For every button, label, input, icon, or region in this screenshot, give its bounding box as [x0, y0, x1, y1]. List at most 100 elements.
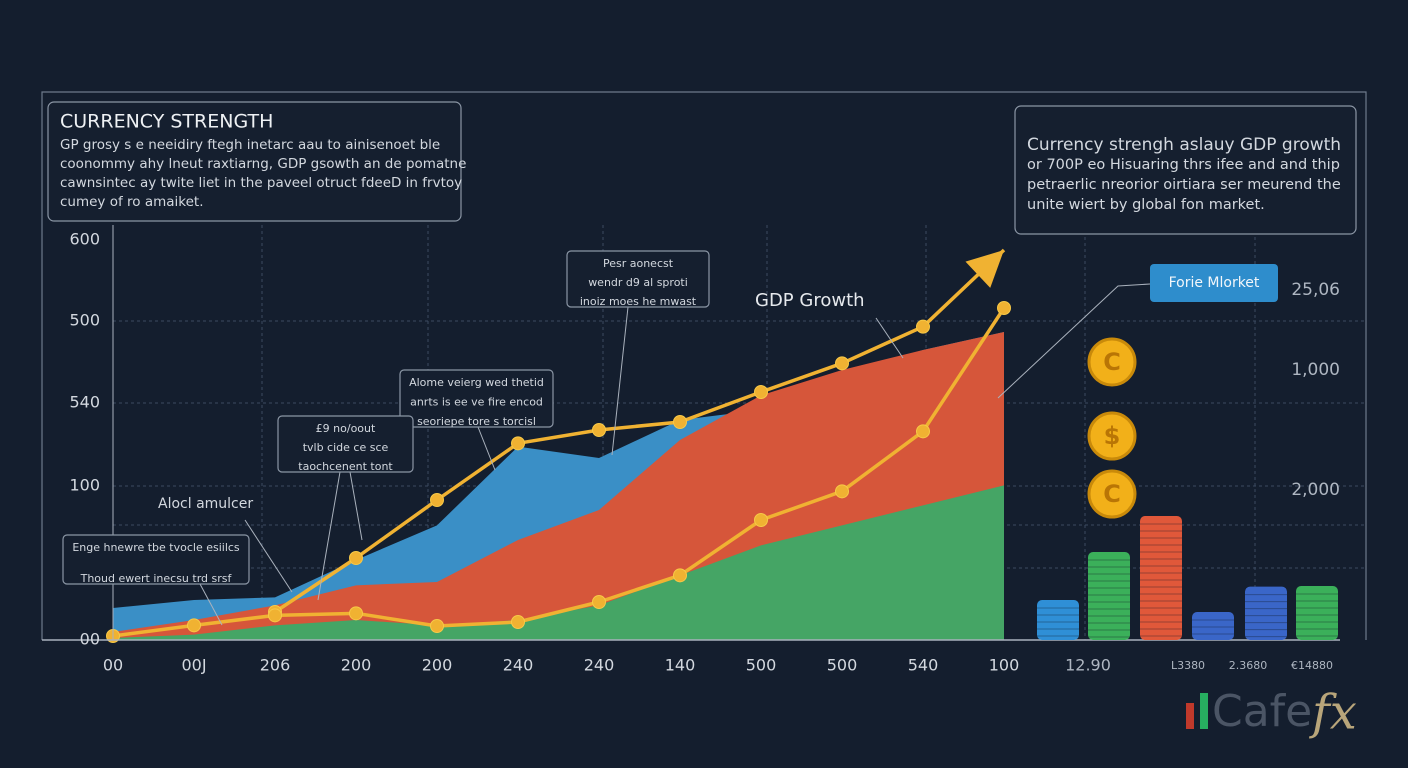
info-line: petraerlic nreorior oirtiara ser meurend… — [1027, 177, 1341, 193]
logo-fx: fx — [1309, 685, 1357, 741]
x-tick-label: 100 — [989, 656, 1020, 675]
bottom-right-label: L3380 — [1171, 659, 1205, 672]
bottom-right-label: €14880 — [1291, 659, 1333, 672]
point — [916, 319, 930, 334]
stacks — [1037, 516, 1338, 640]
callout-line: Alome veierg wed thetid — [409, 376, 544, 389]
info-line: unite wiert by global fon market. — [1027, 197, 1265, 213]
callout-box — [399, 369, 554, 428]
point — [187, 618, 201, 633]
y-tick-label: 100 — [69, 476, 100, 495]
bottom-right-label: 12.90 — [1065, 656, 1111, 675]
leader — [875, 317, 904, 359]
coin-symbol: C — [1103, 480, 1121, 508]
x-tick-label: 240 — [584, 656, 615, 675]
coin-symbol: C — [1103, 348, 1121, 376]
forex-tag — [1150, 264, 1278, 302]
coin — [1087, 411, 1137, 461]
callout-box — [62, 534, 250, 585]
area — [113, 485, 1004, 640]
point — [673, 415, 687, 429]
callout-box — [277, 415, 414, 473]
point — [592, 595, 606, 609]
callout-line: £9 no/oout — [316, 422, 376, 435]
stack — [1140, 516, 1182, 640]
right-label: 1,000 — [1291, 360, 1340, 380]
x-tick-label: 240 — [503, 656, 534, 675]
leader — [199, 583, 223, 626]
callout-line: inoiz moes he mwast — [580, 295, 697, 308]
arrow-head — [965, 250, 1004, 288]
intro-line: cumey of ro amaiket. — [60, 194, 204, 210]
leader — [611, 306, 629, 456]
right-label: 2,000 — [1291, 480, 1340, 500]
point — [835, 484, 849, 499]
coins: C $ C — [1087, 337, 1137, 519]
title: CURRENCY STRENGTH — [60, 111, 273, 133]
stack — [1296, 586, 1338, 640]
x-tick-label: 500 — [746, 656, 777, 675]
info-line: or 700P eo Hisuaring thrs ifee and and t… — [1027, 157, 1340, 173]
leader — [244, 519, 293, 593]
point — [916, 424, 930, 439]
callout-line: taochcenent tont — [298, 460, 393, 473]
stack — [1037, 600, 1079, 640]
info-line: Currency strengh aslauy GDP growth — [1027, 135, 1341, 155]
forex-tag-text: Forie Mlorket — [1169, 275, 1260, 291]
point — [754, 513, 768, 527]
logo-candle — [1186, 703, 1194, 729]
bottom-right-label: 2.3680 — [1229, 659, 1268, 672]
line — [274, 248, 1006, 614]
stack — [1245, 586, 1287, 640]
point — [673, 568, 687, 583]
point — [511, 615, 525, 629]
point — [349, 606, 363, 621]
point — [511, 436, 525, 451]
callout-line: Enge hnewre tbe tvocle esiilcs — [72, 541, 240, 554]
leader — [477, 426, 496, 471]
x-tick-label: 200 — [422, 656, 453, 675]
coin — [1087, 469, 1137, 519]
frame — [41, 91, 1367, 640]
y-tick-label: 00 — [80, 630, 100, 649]
coin-symbol: $ — [1104, 422, 1121, 450]
x-tick-label: 00 — [103, 656, 123, 675]
x-tick-label: 200 — [341, 656, 372, 675]
x-tick-label: 500 — [827, 656, 858, 675]
callout-line: wendr d9 al sproti — [588, 276, 688, 289]
logo-text: Cafe — [1212, 686, 1312, 737]
y-tick-label: 600 — [69, 230, 100, 249]
point — [268, 608, 282, 623]
point — [430, 619, 444, 633]
point — [349, 551, 363, 565]
callout-line: tvlb cide ce sce — [303, 441, 389, 454]
callout-line: anrts is ee ve fire encod — [410, 396, 543, 409]
x-tick-label: 140 — [665, 656, 696, 675]
stack — [1192, 612, 1234, 640]
leader — [997, 283, 1151, 399]
logo-candle — [1200, 693, 1208, 729]
intro-box — [47, 101, 462, 222]
line — [112, 307, 1006, 638]
intro-line: cawnsintec ay twite liet in the paveel o… — [60, 175, 462, 191]
point — [754, 385, 768, 399]
intro-text: GP grosy s e neeidiry ftegh inetarc aau … — [60, 137, 466, 210]
plot — [106, 248, 1011, 643]
callout-line: seoriepe tore s torcisl — [417, 415, 536, 428]
info-box — [1014, 105, 1357, 235]
point — [592, 423, 606, 437]
right-labels: 25,06 1,000 2,000 12.90 L3380 2.3680 €14880 — [1065, 280, 1340, 675]
side-label: Alocl amulcer — [158, 496, 253, 512]
right-label: 25,06 — [1291, 280, 1340, 300]
y-tick-label: 500 — [69, 311, 100, 330]
callout-line: Pesr aonecst — [603, 257, 674, 270]
coin — [1087, 337, 1137, 387]
x-tick-label: 00J — [181, 656, 206, 675]
x-tick-label: 206 — [260, 656, 291, 675]
intro-line: GP grosy s e neeidiry ftegh inetarc aau … — [60, 137, 440, 153]
gdp-label: GDP Growth — [755, 290, 865, 311]
point — [430, 493, 444, 507]
leader — [317, 471, 363, 601]
callouts: Pesr aonecst wendr d9 al sproti inoiz moes… — [62, 250, 1151, 626]
